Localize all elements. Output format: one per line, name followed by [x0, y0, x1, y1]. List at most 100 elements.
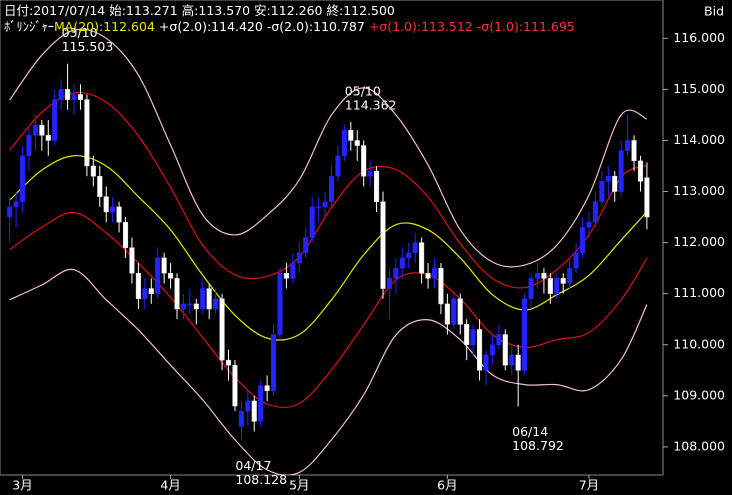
candle-body: [13, 201, 19, 208]
candle-body: [476, 329, 483, 371]
candle-body: [412, 242, 418, 254]
candle-body: [303, 237, 309, 254]
candle-body: [522, 298, 528, 371]
legend-entry: -σ(1.0):111.695: [477, 19, 575, 34]
x-tick-label: 6月: [437, 478, 457, 493]
candle-body: [374, 170, 380, 202]
candle-body: [335, 155, 341, 177]
candle-body: [32, 124, 38, 136]
candle-body: [135, 273, 141, 300]
candle-body: [283, 273, 289, 279]
candle-body: [625, 140, 631, 151]
candle-body: [84, 99, 90, 167]
x-tick-label: 4月: [160, 478, 180, 493]
candle-body: [142, 288, 148, 300]
annotation-value: 108.128: [235, 472, 287, 487]
candle-body: [225, 359, 232, 366]
candle-body: [58, 89, 64, 100]
candle-body: [496, 334, 502, 346]
band-line: [9, 155, 648, 341]
candle-body: [438, 267, 444, 305]
candle-body: [193, 303, 199, 310]
candle-body: [644, 177, 650, 218]
legend-entry: -σ(2.0):110.787: [267, 19, 365, 34]
y-tick-label: 111.000: [673, 285, 725, 300]
y-tick-label: 115.000: [673, 81, 725, 96]
candle-body: [271, 334, 277, 391]
indicator-label: ﾎﾞﾘﾝｼﾞｬｰ: [4, 19, 54, 34]
candle-body: [213, 298, 219, 310]
candle-body: [296, 252, 302, 264]
candle-body: [567, 267, 573, 284]
candle-body: [457, 298, 463, 325]
candle-body: [206, 288, 212, 310]
candle-body: [579, 227, 586, 254]
candle-body: [264, 385, 270, 391]
candle-body: [534, 273, 541, 279]
y-tick-label: 116.000: [673, 30, 725, 45]
candle-body: [502, 334, 508, 366]
y-tick-label: 110.000: [673, 336, 725, 351]
info-item: 終:112.500: [326, 3, 394, 18]
candle-body: [483, 354, 489, 371]
candle-body: [406, 252, 412, 259]
candle-body: [251, 400, 257, 422]
info-line: 日付:2017/07/14 始:113.271 高:113.570 安:112.260…: [4, 3, 395, 18]
candle-body: [354, 140, 360, 146]
legend-entry: +σ(2.0):114.420: [159, 19, 263, 34]
candle-body: [560, 278, 566, 284]
info-item: 日付:2017/07/14: [4, 3, 105, 18]
candle-body: [155, 257, 161, 294]
candle-body: [618, 150, 624, 192]
candle-body: [129, 247, 135, 274]
candle-body: [148, 288, 154, 294]
candle-body: [541, 273, 547, 279]
annotation-date: 04/17: [235, 458, 271, 473]
candle-body: [90, 165, 96, 177]
y-tick-label: 108.000: [673, 438, 725, 453]
candle-body: [419, 242, 425, 274]
candle-body: [328, 175, 335, 202]
candle-body: [341, 129, 347, 157]
candle-body: [52, 99, 58, 141]
candle-body: [39, 124, 45, 136]
y-tick-label: 112.000: [673, 234, 725, 249]
info-item: 始:113.271: [109, 3, 177, 18]
candle-body: [451, 298, 457, 325]
candle-body: [431, 267, 438, 279]
candle-body: [605, 175, 611, 182]
x-tick-label: 5月: [289, 478, 309, 493]
candle-body: [19, 155, 26, 202]
candle-body: [161, 257, 167, 274]
candle-body: [573, 252, 579, 269]
candle-body: [103, 196, 109, 213]
candle-body: [187, 303, 193, 306]
candle-body: [232, 364, 238, 407]
candle-body: [386, 278, 392, 289]
candle-body: [258, 385, 264, 422]
band-line: [9, 28, 648, 268]
y-tick-label: 113.000: [673, 183, 725, 198]
annotation-date: 06/14: [512, 424, 548, 439]
band-line: [9, 91, 648, 289]
candle-body: [547, 278, 553, 294]
y-tick-label: 109.000: [673, 387, 725, 402]
band-line: [9, 268, 648, 475]
candle-body: [180, 303, 187, 310]
candle-body: [599, 181, 605, 202]
candle-body: [26, 135, 32, 157]
y-tick-label: 114.000: [673, 132, 725, 147]
candle-body: [631, 140, 637, 162]
plot: [7, 28, 650, 475]
legend-line: ﾎﾞﾘﾝｼﾞｬｰMA(20):112.604 +σ(2.0):114.420 -σ(…: [4, 19, 575, 34]
annotation-value: 114.362: [345, 97, 397, 112]
candle-body: [277, 273, 283, 335]
candle-body: [367, 170, 373, 177]
legend-entry: MA(20):112.604: [54, 19, 155, 34]
candle-body: [168, 273, 174, 279]
candle-body: [65, 89, 71, 100]
candle-body: [380, 201, 386, 289]
candle-body: [200, 288, 206, 310]
candle-body: [592, 201, 598, 223]
